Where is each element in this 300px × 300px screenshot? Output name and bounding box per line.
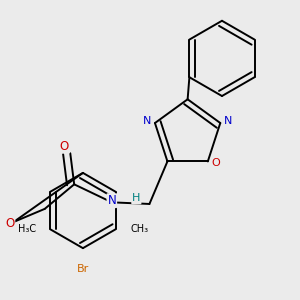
Text: O: O	[212, 158, 220, 168]
Text: O: O	[5, 217, 14, 230]
Text: N: N	[107, 194, 116, 207]
Text: H: H	[132, 194, 140, 203]
Text: H₃C: H₃C	[18, 224, 36, 234]
Text: CH₃: CH₃	[131, 224, 149, 234]
Text: N: N	[142, 116, 151, 126]
Text: Br: Br	[77, 264, 89, 274]
Text: N: N	[224, 116, 233, 126]
Text: O: O	[60, 140, 69, 153]
